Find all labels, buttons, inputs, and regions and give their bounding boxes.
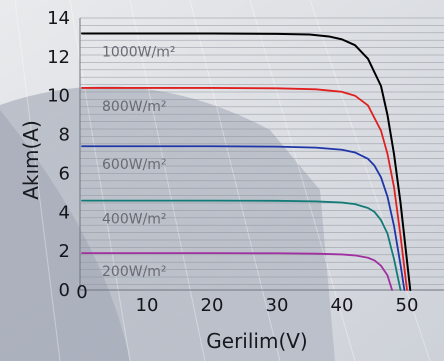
series-label-200W/m²: 200W/m² xyxy=(102,264,167,280)
series-line-600W/m² xyxy=(81,145,406,291)
y-tick-label: 14 xyxy=(47,8,70,29)
x-tick-label: 40 xyxy=(331,295,354,316)
y-axis-ticks: 0 2 4 6 8 10 12 14 xyxy=(47,8,70,301)
y-tick-label: 0 xyxy=(59,280,70,301)
curve-labels: 1000W/m² 800W/m² 600W/m² 400W/m² 200W/m² xyxy=(102,45,175,281)
x-axis-ticks: 0 10 20 30 40 50 xyxy=(76,282,418,316)
series-label-800W/m²: 800W/m² xyxy=(102,99,167,115)
series-label-600W/m²: 600W/m² xyxy=(102,157,167,173)
y-tick-label: 10 xyxy=(47,86,70,107)
x-tick-label: 20 xyxy=(201,295,224,316)
x-tick-label: 30 xyxy=(266,295,289,316)
x-tick-label: 50 xyxy=(396,295,419,316)
x-tick-label: 0 xyxy=(76,282,87,303)
series-label-1000W/m²: 1000W/m² xyxy=(102,45,175,61)
y-tick-label: 4 xyxy=(59,202,70,223)
y-tick-label: 8 xyxy=(59,125,70,146)
series-label-400W/m²: 400W/m² xyxy=(102,212,167,228)
y-tick-label: 12 xyxy=(47,47,70,68)
x-axis-label: Gerilim(V) xyxy=(206,329,307,353)
y-tick-label: 2 xyxy=(59,241,70,262)
series-line-800W/m² xyxy=(81,87,408,291)
series-line-1000W/m² xyxy=(81,32,412,291)
curve-series xyxy=(81,32,412,291)
y-tick-label: 6 xyxy=(59,163,70,184)
x-tick-label: 10 xyxy=(136,295,159,316)
y-axis-label: Akım(A) xyxy=(19,120,43,200)
series-line-200W/m² xyxy=(81,252,393,291)
series-line-400W/m² xyxy=(81,199,402,291)
